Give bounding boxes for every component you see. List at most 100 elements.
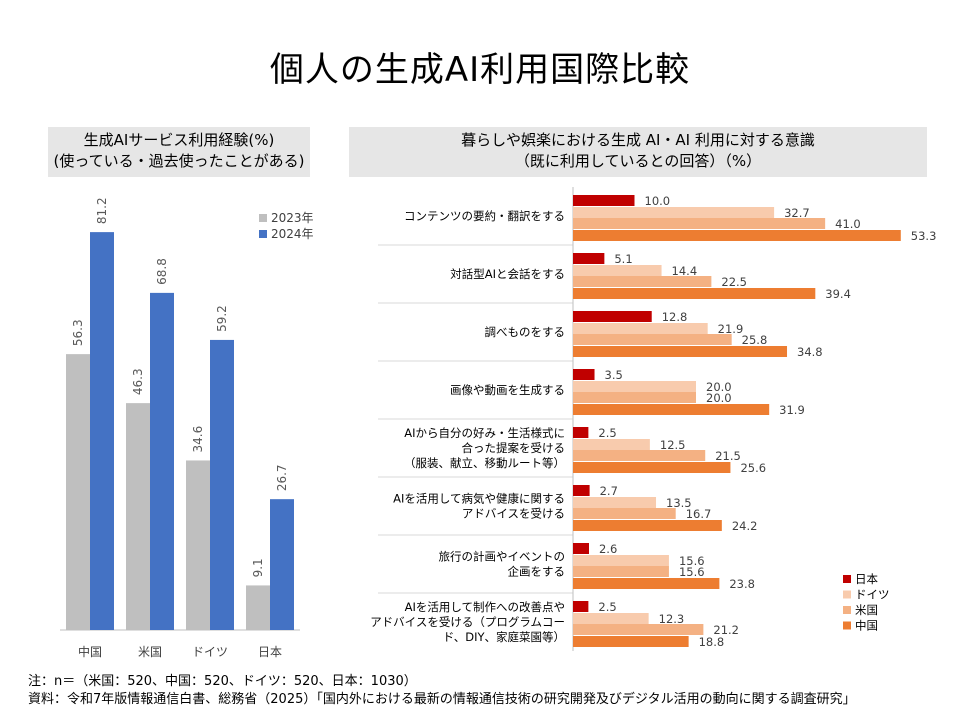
bar-germany-6 [573,555,669,566]
bar-2024-3 [270,499,294,630]
legend-label-us: 米国 [855,603,878,617]
bar-label-china-4: 25.6 [740,461,766,475]
bar-label-germany-6: 15.6 [679,554,705,568]
bar-label-us-4: 21.5 [715,449,741,463]
daily-life-ai-usage-bar-chart: コンテンツの要約・翻訳をする 10.0 32.7 41.0 53.3 対話型AIと会話をす… [370,187,937,651]
bar-2023-0 [66,354,90,630]
bar-china-2 [573,346,788,357]
page-title: 個人の生成AI利用国際比較 [269,50,691,90]
bar-label-china-0: 53.3 [911,229,937,243]
bar-label-germany-4: 12.5 [660,438,686,452]
bar-label-2024-2: 59.2 [215,305,229,332]
bar-label-2023-0: 56.3 [71,319,85,346]
legend-label-germany: ドイツ [855,588,890,602]
bar-label-us-0: 41.0 [835,217,861,231]
x-tick-label-1: 米国 [138,645,162,659]
bar-label-japan-1: 5.1 [614,252,632,266]
left-chart-header-line1: 生成AIサービス利用経験(%) [83,131,275,149]
bar-china-3 [573,404,770,415]
bar-2023-3 [246,585,270,630]
bar-label-china-5: 24.2 [732,519,758,533]
bar-2023-2 [186,460,210,630]
bar-us-6 [573,566,669,577]
legend-swatch-japan [843,575,851,583]
bar-label-japan-0: 10.0 [645,194,671,208]
legend-label-china: 中国 [855,619,878,633]
bar-label-china-2: 34.8 [797,345,823,359]
legend-swatch-2024 [259,230,267,238]
bar-japan-7 [573,601,589,612]
bar-label-2023-1: 46.3 [131,368,145,395]
bar-japan-5 [573,485,590,496]
bar-label-germany-1: 14.4 [672,264,698,278]
bar-china-0 [573,230,901,241]
bar-us-7 [573,624,704,635]
notes: 注：n＝（米国：520、中国：520、ドイツ：520、日本：1030） 資料：令… [28,673,856,709]
bar-japan-4 [573,427,589,438]
bar-label-japan-6: 2.6 [599,542,617,556]
left-chart-header-line2: (使っている・過去使ったことがある) [53,152,305,170]
bar-label-2024-1: 68.8 [155,258,169,285]
bar-japan-1 [573,253,605,264]
bar-label-germany-0: 32.7 [784,206,810,220]
legend-label-2024: 2024年 [271,227,314,241]
bar-label-us-2: 25.8 [742,333,768,347]
bar-china-4 [573,462,731,473]
x-tick-label-3: 日本 [258,645,282,659]
bar-label-japan-2: 12.8 [662,310,688,324]
bar-label-us-7: 21.2 [713,623,739,637]
bar-label-2023-2: 34.6 [191,426,205,453]
bar-china-7 [573,636,689,647]
category-label-0: コンテンツの要約・翻訳をする [404,209,565,223]
bar-us-3 [573,392,696,403]
bar-us-5 [573,508,676,519]
bar-label-us-6: 15.6 [679,565,705,579]
bar-label-us-5: 16.7 [686,507,712,521]
bar-label-japan-5: 2.7 [600,484,618,498]
bar-label-japan-4: 2.5 [598,426,616,440]
bar-label-2023-3: 9.1 [251,558,265,577]
bar-2024-2 [210,339,234,630]
category-label-6: 旅行の計画やイベントの企画をする [439,550,566,579]
bar-label-us-3: 20.0 [706,391,732,405]
bar-label-2024-3: 26.7 [275,464,289,491]
bar-us-0 [573,218,826,229]
bar-label-germany-7: 12.3 [659,612,685,626]
bar-germany-0 [573,207,775,218]
legend-swatch-germany [843,590,851,599]
notes-sample-size: 注：n＝（米国：520、中国：520、ドイツ：520、日本：1030） [28,674,417,689]
category-label-2: 調べものをする [485,325,566,339]
category-label-3: 画像や動画を生成する [450,383,565,397]
bar-germany-3 [573,381,696,392]
right-chart-header-line1: 暮らしや娯楽における生成 AI・AI 利用に対する意識 [461,131,815,149]
bar-japan-2 [573,311,652,322]
bar-label-japan-3: 3.5 [605,368,623,382]
bar-2024-1 [150,292,174,630]
bar-label-germany-2: 21.9 [718,322,744,336]
bar-germany-2 [573,323,708,334]
bar-label-china-6: 23.8 [729,577,755,591]
bar-us-4 [573,450,706,461]
bar-germany-1 [573,265,662,276]
legend-swatch-china [843,621,851,630]
bar-label-germany-3: 20.0 [706,380,732,394]
category-label-1: 対話型AIと会話をする [450,267,565,281]
bar-china-1 [573,288,816,299]
legend-label-japan: 日本 [855,572,878,586]
bar-label-japan-7: 2.5 [598,600,616,614]
bar-us-1 [573,276,712,287]
bar-label-china-7: 18.8 [699,635,725,649]
right-chart-header-line2: （既に利用しているとの回答）（%） [514,152,762,170]
category-label-5: AIを活用して病気や健康に関するアドバイスを受ける [393,492,565,521]
usage-experience-bar-chart: 56.3 81.2 中国 46.3 68.8 米国 34.6 59.2 ドイツ 9.1 26.7 日本… [60,197,314,659]
bar-germany-4 [573,439,650,450]
bar-germany-7 [573,613,649,624]
bar-us-2 [573,334,732,345]
right-chart-header: 暮らしや娯楽における生成 AI・AI 利用に対する意識 （既に利用しているとの回… [349,127,927,177]
x-tick-label-0: 中国 [78,644,102,659]
bar-label-china-3: 31.9 [779,403,805,417]
legend-swatch-2023 [259,214,267,222]
category-label-7: AIを活用して制作への改善点やアドバイスを受ける（プログラムコード、DIY、家庭… [370,600,565,644]
left-chart-header: 生成AIサービス利用経験(%) (使っている・過去使ったことがある) [48,127,310,177]
bar-japan-0 [573,195,635,206]
